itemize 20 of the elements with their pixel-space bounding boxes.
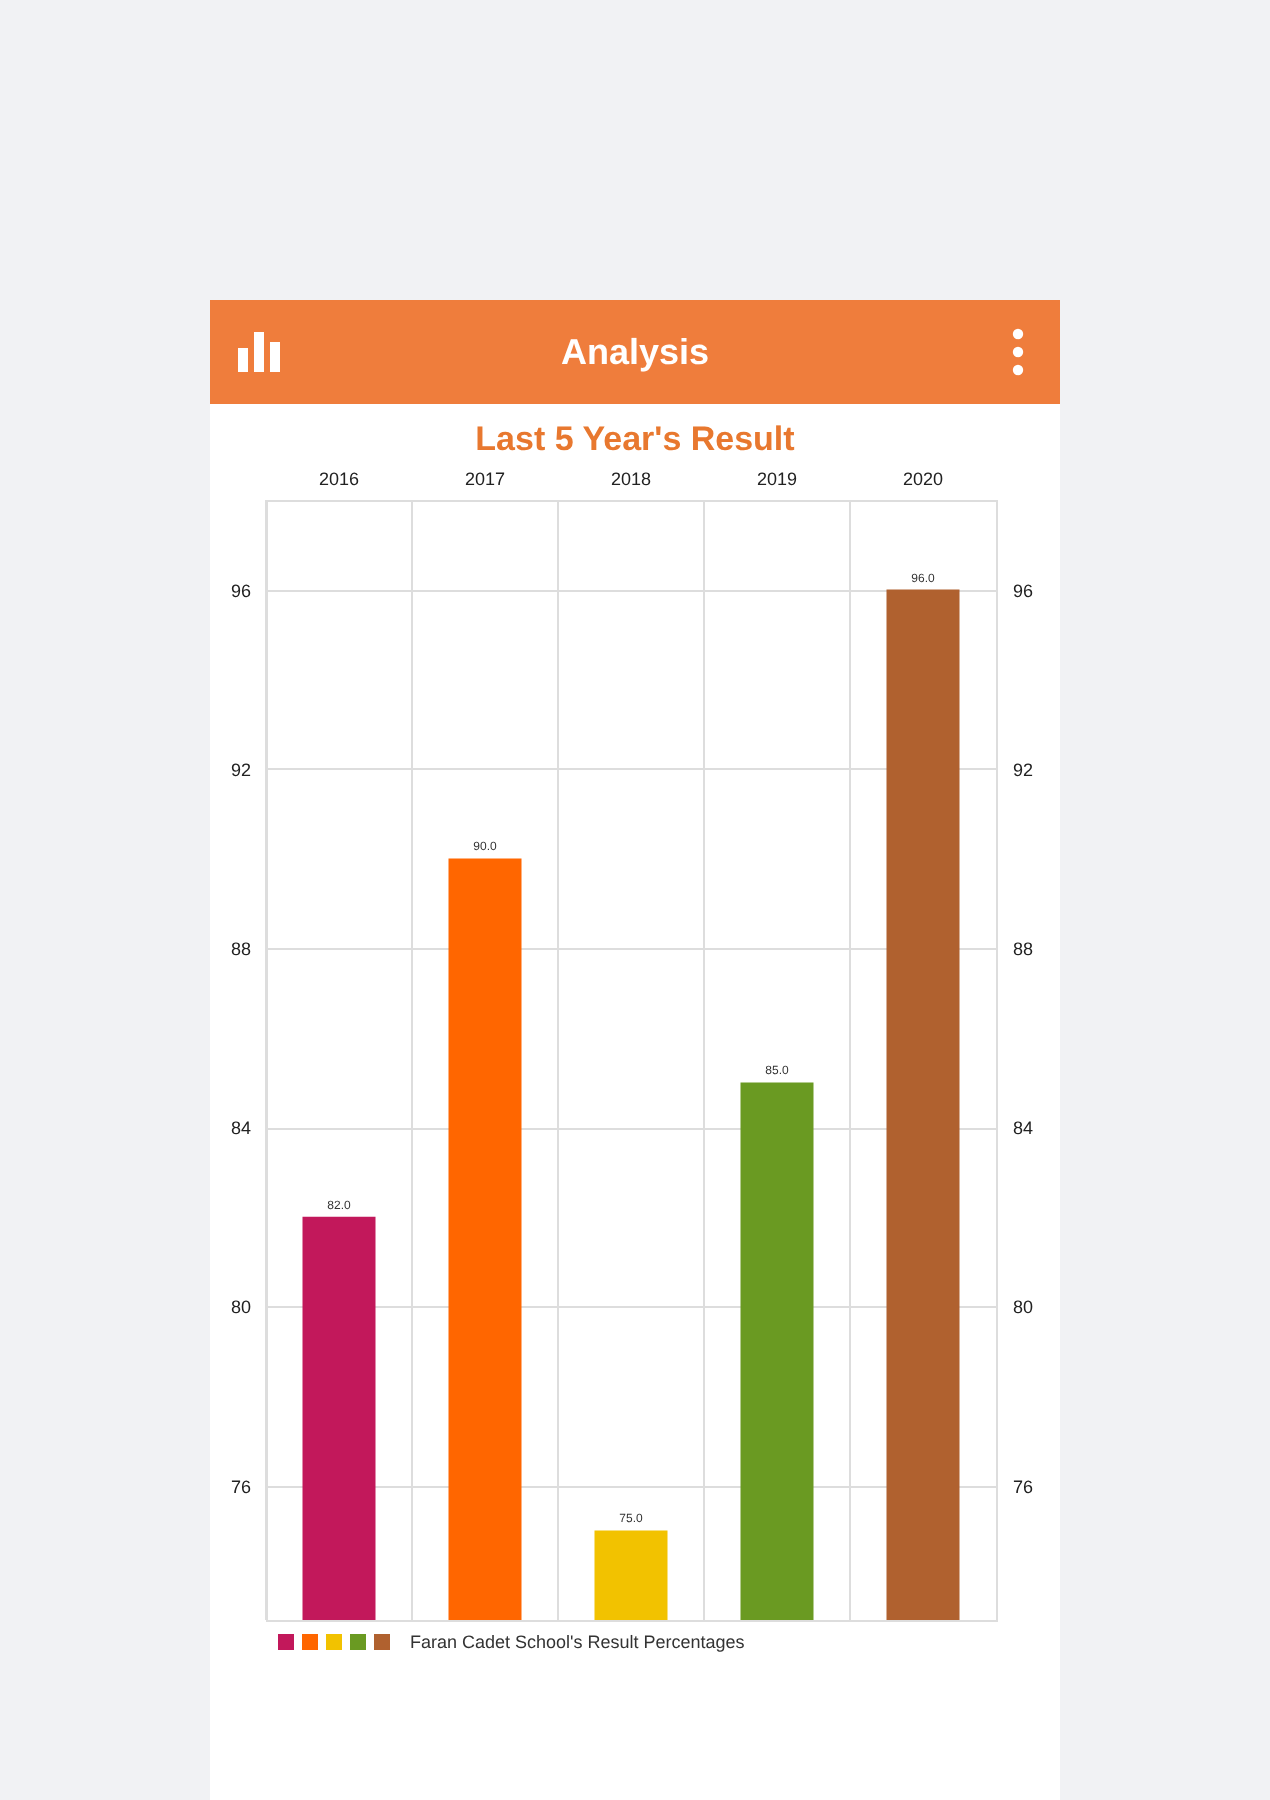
y-tick-label: 80	[230, 1297, 251, 1318]
y-tick-label: 96	[230, 580, 251, 601]
y2-tick-label: 76	[1013, 1476, 1034, 1497]
x-tick-label: 2016	[318, 469, 360, 489]
x-tick-label: 2017	[464, 469, 506, 489]
text: Analysis	[558, 332, 712, 374]
legend-label: Faran Cadet School's Result Percentages	[410, 1632, 745, 1652]
y2-tick-label: 96	[1013, 580, 1034, 601]
y-tick-label: 88	[230, 939, 251, 959]
y-tick-label: 76	[230, 1476, 251, 1497]
y2-tick-label: 84	[1013, 1118, 1034, 1139]
y2-tick-label: 88	[1013, 939, 1034, 959]
x-tick-label: 2019	[756, 469, 798, 489]
y-tick-label: 92	[230, 759, 251, 780]
chart-title: Last 5 Year's Result	[473, 420, 797, 460]
x-tick-label: 2020	[902, 469, 944, 489]
y2-tick-label: 80	[1013, 1297, 1034, 1318]
y-tick-label: 84	[230, 1118, 251, 1139]
y2-tick-label: 92	[1013, 759, 1034, 780]
x-tick-label: 2018	[610, 469, 652, 489]
